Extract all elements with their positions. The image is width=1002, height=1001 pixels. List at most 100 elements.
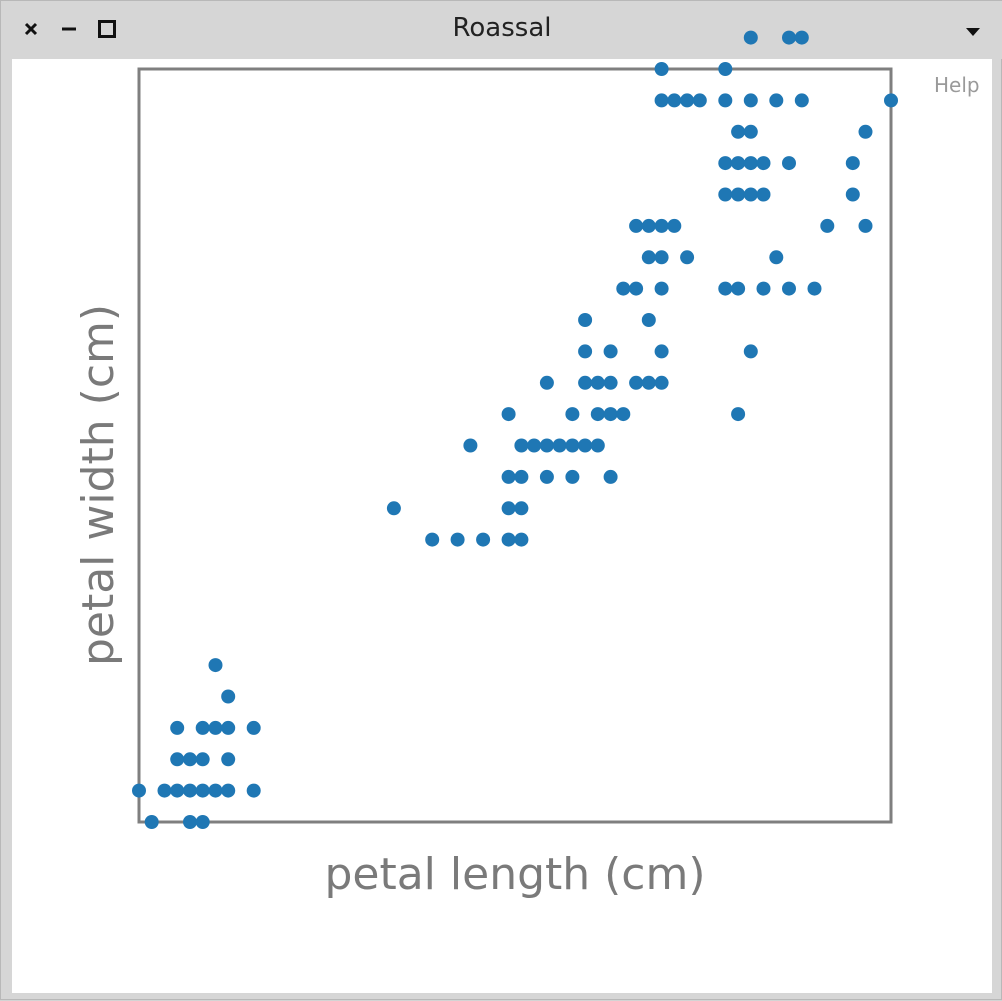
plot-frame — [137, 67, 893, 824]
data-point — [578, 313, 593, 327]
maximize-icon[interactable] — [95, 17, 119, 41]
help-link[interactable]: Help — [934, 73, 980, 97]
data-point — [743, 187, 758, 202]
data-point — [463, 438, 478, 453]
canvas-area[interactable] — [12, 59, 992, 993]
data-point — [246, 783, 261, 798]
data-point — [565, 438, 580, 453]
data-point — [654, 218, 669, 233]
data-point — [794, 93, 809, 108]
data-point — [654, 250, 669, 265]
title-bar[interactable]: Roassal — [1, 1, 1002, 59]
data-point — [654, 93, 669, 108]
data-point — [514, 438, 529, 453]
data-point — [501, 469, 516, 484]
data-point — [501, 532, 516, 547]
data-point — [195, 752, 210, 767]
data-point — [756, 187, 771, 202]
data-point — [170, 720, 185, 735]
data-point — [527, 438, 542, 453]
data-point — [731, 187, 746, 202]
minimize-icon[interactable] — [57, 17, 81, 41]
data-point — [590, 438, 605, 453]
data-point — [641, 375, 656, 390]
data-point — [539, 438, 554, 453]
data-point — [425, 532, 440, 547]
data-point — [578, 344, 593, 359]
data-point — [195, 720, 210, 735]
data-point — [769, 93, 784, 108]
data-point — [782, 281, 796, 296]
data-point — [144, 815, 159, 829]
data-point — [616, 407, 631, 422]
data-point — [641, 218, 656, 233]
data-point — [718, 62, 733, 76]
close-icon[interactable] — [19, 17, 43, 41]
data-point — [794, 30, 809, 45]
data-point — [170, 783, 185, 798]
x-axis-title: petal length (cm) — [324, 849, 705, 900]
data-point — [578, 375, 593, 390]
data-point — [680, 93, 695, 108]
data-point — [629, 281, 644, 296]
data-point — [731, 124, 746, 139]
data-point — [514, 501, 529, 516]
y-axis-title: petal width (cm) — [73, 304, 124, 666]
chevron-down-icon[interactable] — [961, 21, 985, 41]
data-point — [654, 62, 669, 76]
data-point — [170, 752, 185, 767]
data-point — [539, 375, 554, 390]
data-point — [221, 783, 236, 798]
data-point — [208, 720, 223, 735]
data-point — [539, 469, 554, 484]
data-point — [603, 375, 618, 390]
data-point — [692, 93, 707, 108]
data-point — [807, 281, 822, 296]
data-point — [132, 783, 146, 798]
data-point — [718, 281, 733, 296]
data-point — [386, 501, 401, 516]
data-point — [476, 532, 491, 547]
window-title: Roassal — [452, 13, 552, 43]
data-point — [858, 124, 873, 139]
data-point — [731, 156, 746, 171]
points-layer — [132, 30, 898, 829]
data-point — [641, 313, 656, 327]
data-point — [884, 93, 898, 108]
data-point — [654, 344, 669, 359]
data-point — [654, 375, 669, 390]
data-point — [246, 720, 261, 735]
data-point — [208, 783, 223, 798]
data-point — [629, 375, 644, 390]
data-point — [552, 438, 567, 453]
data-point — [743, 30, 758, 45]
data-point — [565, 407, 580, 422]
data-point — [195, 783, 210, 798]
data-point — [501, 407, 516, 422]
data-point — [183, 783, 197, 798]
data-point — [769, 250, 784, 265]
data-point — [208, 658, 223, 673]
data-point — [858, 218, 873, 233]
data-point — [718, 187, 733, 202]
data-point — [629, 218, 644, 233]
data-point — [450, 532, 465, 547]
data-point — [514, 469, 529, 484]
data-point — [782, 30, 796, 45]
data-point — [641, 250, 656, 265]
data-point — [221, 689, 236, 704]
data-point — [616, 281, 631, 296]
data-point — [743, 344, 758, 359]
data-point — [680, 250, 695, 265]
data-point — [195, 815, 210, 829]
data-point — [654, 281, 669, 296]
data-point — [221, 752, 236, 767]
data-point — [756, 156, 771, 171]
data-point — [718, 156, 733, 171]
data-point — [743, 156, 758, 171]
data-point — [590, 375, 605, 390]
data-point — [578, 438, 593, 453]
data-point — [501, 501, 516, 516]
data-point — [756, 281, 771, 296]
data-point — [590, 407, 605, 422]
